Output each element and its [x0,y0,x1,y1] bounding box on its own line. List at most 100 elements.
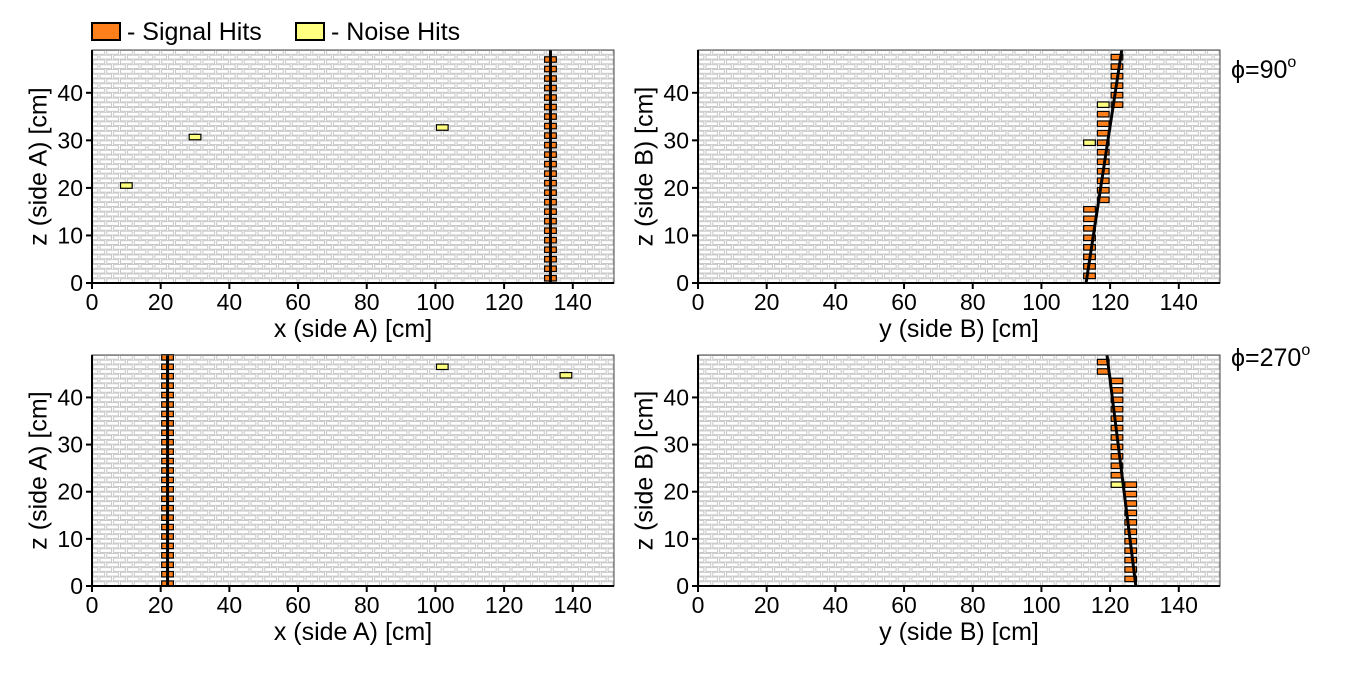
x-tick-label: 40 [217,289,243,315]
y-axis-label: z (side A) [cm] [25,87,53,245]
x-axis-label: x (side A) [cm] [274,315,432,343]
legend-noise-swatch [295,22,325,41]
x-tick-label: 60 [285,592,311,618]
x-tick-label: 80 [960,592,986,618]
x-tick-label: 0 [86,289,99,315]
y-tick-label: 30 [663,432,689,458]
signal-hit [1110,405,1124,413]
legend-signal-swatch [91,22,121,41]
legend: - Signal Hits - Noise Hits [91,18,460,46]
signal-hit [1124,566,1138,573]
signal-hit [1110,453,1124,460]
detector-grid [698,50,1220,283]
x-axis-label: x (side A) [cm] [274,618,432,646]
y-tick-label: 40 [663,384,689,410]
x-tick-label: 140 [554,289,592,315]
panel-phi90-side-a: 0 20 40 60 80 100 120 140 0 10 20 30 40 x (side A) [c… [25,49,615,343]
x-tick-label: 100 [416,289,454,315]
x-tick-label: 0 [86,592,99,618]
y-tick-label: 0 [676,270,689,296]
signal-hit [1083,244,1096,251]
x-tick-label: 60 [891,592,917,618]
x-tick-label: 100 [416,592,454,618]
signal-hit [1124,481,1138,488]
y-tick-label: 0 [676,573,689,599]
y-tick-label: 20 [57,175,83,201]
signal-hit [1083,234,1096,242]
noise-hit [1096,101,1110,109]
signal-hit [1110,377,1124,385]
signal-hit [1110,91,1124,99]
x-tick-label: 20 [148,592,174,618]
y-axis-label: z (side B) [cm] [631,87,659,247]
y-tick-label: 10 [57,222,83,248]
signal-hit [1124,575,1138,583]
y-tick-label: 40 [663,80,689,106]
signal-hit [1110,101,1124,109]
y-tick-label: 30 [57,127,83,153]
x-tick-label: 120 [1091,592,1129,618]
reconstructed-track [1105,355,1138,586]
y-tick-label: 30 [663,127,689,153]
x-tick-label: 40 [823,592,849,618]
noise-hit [119,182,133,189]
x-tick-label: 40 [823,289,849,315]
signal-hit [1096,186,1110,194]
signal-hit [1124,519,1138,526]
x-tick-label: 20 [754,592,780,618]
y-tick-label: 20 [57,479,83,505]
y-tick-label: 10 [57,526,83,552]
x-tick-label: 80 [960,289,986,315]
noise-hit [1110,481,1124,488]
x-tick-label: 0 [692,592,705,618]
x-tick-label: 80 [354,592,380,618]
noise-hit [435,124,449,131]
signal-hit [1096,139,1110,147]
y-tick-label: 20 [663,479,689,505]
y-tick-label: 30 [57,432,83,458]
y-tick-label: 10 [663,222,689,248]
y-tick-label: 0 [70,270,83,296]
y-tick-label: 0 [70,573,83,599]
x-axis-label: y (side B) [cm] [879,315,1039,343]
x-tick-label: 120 [485,289,523,315]
noise-hit [188,133,202,141]
y-axis-label: z (side A) [cm] [25,391,53,549]
y-tick-label: 10 [663,526,689,552]
plot-area [698,50,1220,283]
y-tick-label: 20 [663,175,689,201]
signal-hit [1083,205,1096,213]
signal-hit [1096,120,1110,128]
legend-signal-label: - Signal Hits [127,18,262,46]
x-tick-label: 140 [1160,289,1198,315]
x-tick-label: 140 [554,592,592,618]
signal-hit [1083,272,1096,280]
signal-hit [1124,490,1138,498]
panel-phi270-side-a: 0 20 40 60 80 100 120 140 0 10 20 30 40 x (side A) [c… [25,354,615,646]
x-tick-label: 0 [692,289,705,315]
noise-hit [1083,139,1096,147]
signal-hit [1110,53,1124,61]
x-tick-label: 120 [485,592,523,618]
x-tick-label: 20 [754,289,780,315]
reconstructed-track [1084,50,1124,283]
signal-hit [1096,148,1110,156]
signal-hit [1110,415,1124,422]
x-tick-label: 20 [148,289,174,315]
x-tick-label: 60 [891,289,917,315]
signal-hit [1124,509,1138,517]
x-tick-label: 40 [217,592,243,618]
x-tick-label: 140 [1160,592,1198,618]
panel-phi270-side-b: 0 20 40 60 80 100 120 140 0 10 20 30 40 y (side B) [c… [631,354,1221,646]
angle-label-phi90: ϕ=90o [1231,54,1296,84]
signal-hit [1110,63,1124,70]
plot-area [92,50,614,283]
x-tick-label: 120 [1091,289,1129,315]
panel-phi90-side-b: 0 20 40 60 80 100 120 140 0 10 20 30 40 y (side B) [c… [631,49,1221,343]
x-tick-label: 80 [354,289,380,315]
signal-hit [1110,462,1124,470]
noise-hit [559,371,573,379]
detector-grid [92,50,614,283]
signal-hit [1083,215,1096,223]
